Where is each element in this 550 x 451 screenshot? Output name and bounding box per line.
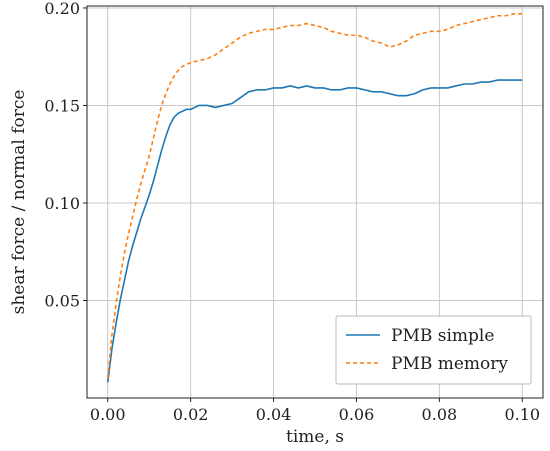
y-tick-label: 0.10: [44, 194, 80, 213]
x-axis-label: time, s: [286, 427, 344, 447]
legend-box: [335, 315, 532, 385]
x-tick-label: 0.00: [90, 405, 126, 424]
series-line-pmb-simple: [106, 79, 523, 383]
x-tick-label: 0.06: [339, 405, 375, 424]
x-tick-label: 0.10: [504, 405, 540, 424]
plot-frame: [86, 5, 544, 399]
grid-lines: [87, 6, 543, 398]
y-tick-label: 0.20: [44, 0, 80, 18]
legend-entry-label: PMB memory: [391, 354, 508, 374]
legend: PMB simple PMB memory: [335, 315, 532, 385]
y-axis-label: shear force / normal force: [9, 90, 29, 315]
x-tick-label: 0.08: [422, 405, 458, 424]
axis-ticks: 0.00 0.02 0.04 0.06 0.08 0.10 0.05 0.10 0.15 0.20: [44, 0, 540, 424]
series-line-pmb-memory: [106, 13, 523, 379]
x-tick-label: 0.02: [173, 405, 209, 424]
x-tick-label: 0.04: [256, 405, 292, 424]
y-tick-label: 0.15: [44, 96, 80, 115]
legend-entry-label: PMB simple: [391, 326, 494, 346]
series-layer: [106, 13, 523, 383]
y-tick-label: 0.05: [44, 291, 80, 310]
